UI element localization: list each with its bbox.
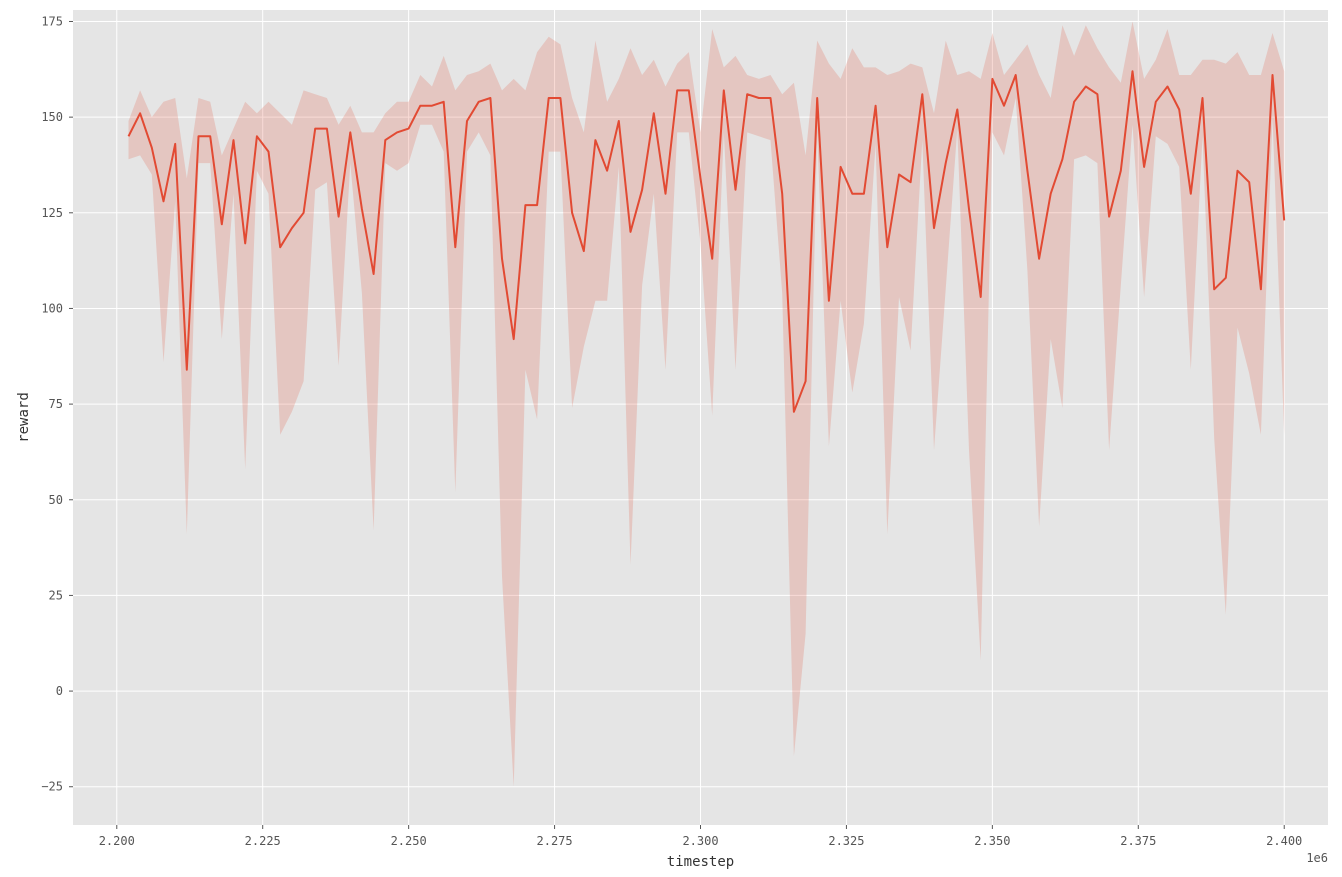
x-tick-label: 2.350 — [974, 834, 1010, 848]
y-tick-label: 0 — [56, 684, 63, 698]
x-tick-label: 2.225 — [245, 834, 281, 848]
y-tick-label: 25 — [49, 588, 63, 602]
x-tick-label: 2.275 — [537, 834, 573, 848]
x-tick-label: 2.375 — [1120, 834, 1156, 848]
x-axis-offset-label: 1e6 — [1306, 851, 1328, 865]
gridlines — [73, 10, 1328, 825]
confidence-band — [128, 21, 1285, 787]
x-axis: 2.200 2.225 2.250 2.275 2.300 2.325 2.350 2.375… — [99, 825, 1302, 848]
y-tick-label: 50 — [49, 493, 63, 507]
y-axis: −25 0 25 50 75 100 125 150 175 — [41, 14, 73, 794]
x-tick-label: 2.200 — [99, 834, 135, 848]
y-tick-label: 150 — [41, 110, 63, 124]
x-axis-label: timestep — [667, 854, 734, 870]
mean-reward-line — [127, 70, 1286, 413]
y-tick-label: 175 — [41, 14, 63, 28]
y-tick-label: 100 — [41, 301, 63, 315]
y-tick-label: 125 — [41, 206, 63, 220]
x-tick-label: 2.400 — [1266, 834, 1302, 848]
y-tick-label: 75 — [49, 397, 63, 411]
y-tick-label: −25 — [41, 780, 63, 794]
y-axis-label: reward — [16, 392, 32, 443]
x-tick-label: 2.325 — [828, 834, 864, 848]
x-tick-label: 2.250 — [391, 834, 427, 848]
x-tick-label: 2.300 — [682, 834, 718, 848]
